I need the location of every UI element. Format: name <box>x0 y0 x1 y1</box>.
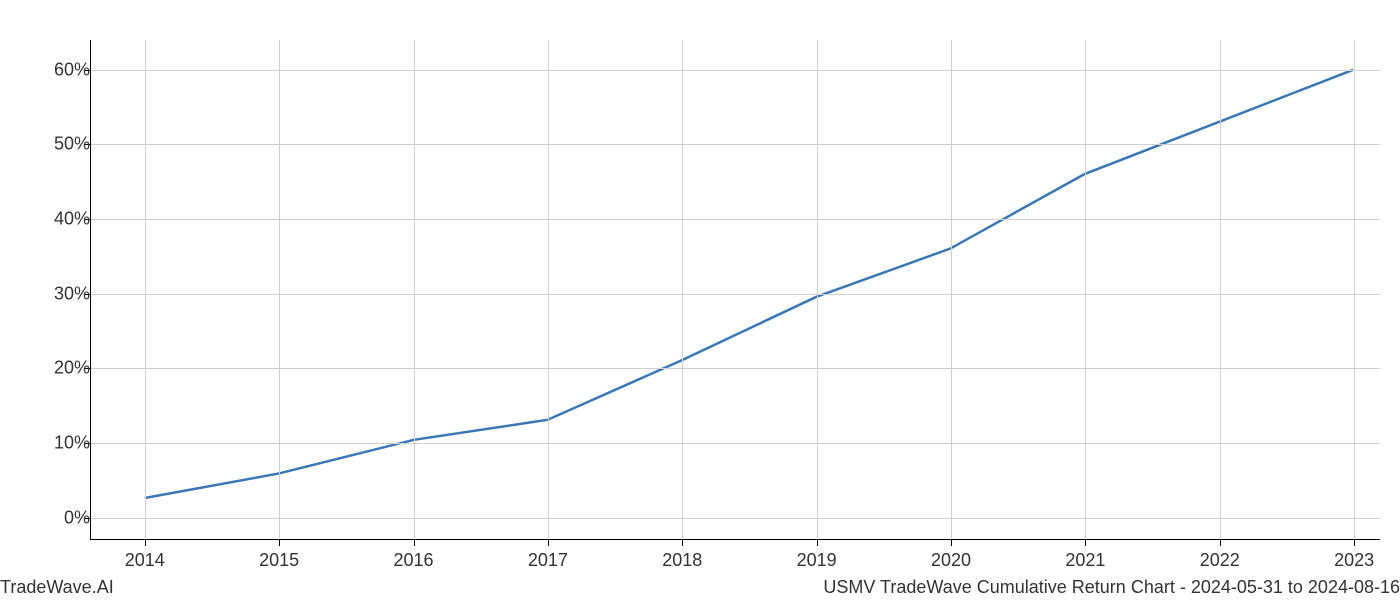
x-tick-label: 2016 <box>393 550 433 571</box>
y-tick-label: 0% <box>64 507 90 528</box>
x-tick-mark <box>1354 540 1355 546</box>
grid-line-vertical <box>279 40 280 539</box>
x-tick-mark <box>682 540 683 546</box>
footer-right-text: USMV TradeWave Cumulative Return Chart -… <box>823 577 1400 598</box>
x-tick-mark <box>951 540 952 546</box>
grid-line-horizontal <box>91 443 1380 444</box>
x-tick-label: 2020 <box>931 550 971 571</box>
x-tick-mark <box>1085 540 1086 546</box>
grid-line-vertical <box>817 40 818 539</box>
x-tick-label: 2017 <box>528 550 568 571</box>
x-tick-mark <box>1220 540 1221 546</box>
grid-line-horizontal <box>91 368 1380 369</box>
grid-line-vertical <box>1354 40 1355 539</box>
x-tick-mark <box>414 540 415 546</box>
chart-container: 2014201520162017201820192020202120222023 <box>90 40 1380 540</box>
x-tick-mark <box>548 540 549 546</box>
x-tick-label: 2014 <box>125 550 165 571</box>
x-tick-mark <box>145 540 146 546</box>
grid-line-horizontal <box>91 518 1380 519</box>
y-tick-label: 30% <box>54 283 90 304</box>
x-tick-label: 2022 <box>1200 550 1240 571</box>
grid-line-vertical <box>682 40 683 539</box>
footer-left-text: TradeWave.AI <box>0 577 114 598</box>
grid-line-horizontal <box>91 294 1380 295</box>
grid-line-horizontal <box>91 70 1380 71</box>
x-tick-mark <box>279 540 280 546</box>
grid-line-vertical <box>548 40 549 539</box>
y-tick-label: 10% <box>54 432 90 453</box>
grid-line-vertical <box>1220 40 1221 539</box>
x-tick-mark <box>817 540 818 546</box>
y-tick-label: 60% <box>54 59 90 80</box>
y-tick-label: 50% <box>54 134 90 155</box>
line-chart-svg <box>91 40 1380 539</box>
x-tick-label: 2015 <box>259 550 299 571</box>
grid-line-horizontal <box>91 144 1380 145</box>
grid-line-vertical <box>1085 40 1086 539</box>
grid-line-horizontal <box>91 219 1380 220</box>
plot-area: 2014201520162017201820192020202120222023 <box>90 40 1380 540</box>
y-tick-label: 40% <box>54 209 90 230</box>
x-tick-label: 2019 <box>797 550 837 571</box>
y-tick-label: 20% <box>54 358 90 379</box>
x-tick-label: 2023 <box>1334 550 1374 571</box>
cumulative-return-line <box>145 70 1353 498</box>
grid-line-vertical <box>145 40 146 539</box>
grid-line-vertical <box>951 40 952 539</box>
x-tick-label: 2021 <box>1065 550 1105 571</box>
grid-line-vertical <box>414 40 415 539</box>
x-tick-label: 2018 <box>662 550 702 571</box>
